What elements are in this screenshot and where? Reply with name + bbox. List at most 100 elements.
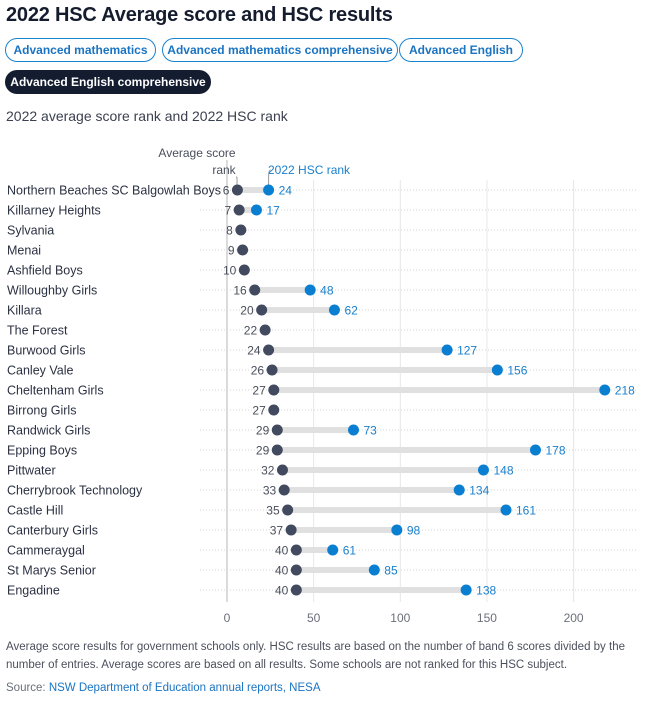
hsc-rank-dot[interactable] [441,344,453,356]
hsc-rank-dot[interactable] [599,384,611,396]
source-line: Source: NSW Department of Education annu… [6,682,321,694]
avg-rank-dot[interactable] [249,284,261,296]
hsc-rank-dot[interactable] [327,544,339,556]
hsc-rank-dot[interactable] [460,584,472,596]
avg-rank-label: 33 [263,484,277,498]
hsc-rank-dot[interactable] [391,524,403,536]
tab-advanced-english-comprehensive[interactable]: Advanced English comprehensive [5,70,211,94]
hsc-rank-label: 17 [266,204,280,218]
avg-rank-label: 40 [275,544,289,558]
school-label: Cammeraygal [7,544,85,558]
school-label: Sylvania [7,224,54,238]
hsc-rank-dot[interactable] [263,184,275,196]
avg-rank-label: 6 [223,184,230,198]
avg-rank-dot[interactable] [268,384,280,396]
x-tick-label: 150 [477,611,497,625]
chart-title: 2022 average score rank and 2022 HSC ran… [6,108,288,124]
hsc-rank-dot[interactable] [491,364,503,376]
hsc-rank-label: 138 [476,584,496,598]
hsc-rank-label: 218 [615,384,635,398]
school-label: Killara [7,304,42,318]
avg-rank-dot[interactable] [256,304,268,316]
hsc-rank-label: 148 [493,464,513,478]
school-label: Canterbury Girls [7,524,98,538]
avg-rank-dot[interactable] [231,184,243,196]
avg-rank-dot[interactable] [268,404,280,416]
school-label: Birrong Girls [7,404,76,418]
tab-advanced-mathematics-comprehensive[interactable]: Advanced mathematics comprehensive [162,38,398,62]
hsc-rank-dot[interactable] [304,284,316,296]
school-label: St Marys Senior [7,564,96,578]
dumbbell-chart: 0 50 100 150 200 Average score rank 2022 HSC ra… [7,146,636,625]
avg-rank-label: 32 [261,464,275,478]
school-label: Northern Beaches SC Balgowlah Boys [7,184,221,198]
avg-rank-label: 16 [233,284,247,298]
avg-rank-label: 26 [251,364,265,378]
hsc-rank-label: 73 [364,424,378,438]
x-tick-label: 0 [224,611,231,625]
avg-rank-label: 35 [266,504,280,518]
avg-rank-dot[interactable] [238,264,250,276]
avg-rank-dot[interactable] [290,544,302,556]
avg-rank-label: 29 [256,424,270,438]
avg-rank-dot[interactable] [235,224,247,236]
avg-rank-dot[interactable] [276,464,288,476]
x-tick-label: 100 [390,611,410,625]
hsc-rank-label: 161 [516,504,536,518]
hsc-rank-label: 178 [545,444,565,458]
hsc-rank-dot[interactable] [453,484,465,496]
avg-rank-dot[interactable] [266,364,278,376]
avg-rank-dot[interactable] [271,444,283,456]
avg-rank-dot[interactable] [259,324,271,336]
school-label: Castle Hill [7,504,63,518]
school-label: Pittwater [7,464,56,478]
hsc-rank-label: 62 [344,304,358,318]
chart-footnote: Average score results for government sch… [6,641,625,671]
school-label: Willoughby Girls [7,284,97,298]
school-label: The Forest [7,324,68,338]
hsc-rank-dot[interactable] [529,444,541,456]
avg-rank-label: 20 [240,304,254,318]
avg-rank-label: 7 [224,204,231,218]
avg-rank-dot[interactable] [271,424,283,436]
avg-rank-dot[interactable] [290,564,302,576]
avg-rank-label: 24 [247,344,261,358]
tab-advanced-mathematics[interactable]: Advanced mathematics [5,38,156,62]
avg-rank-label: 27 [252,384,266,398]
x-tick-label: 200 [564,611,584,625]
avg-rank-dot[interactable] [285,524,297,536]
school-label: Cheltenham Girls [7,384,104,398]
hsc-rank-dot[interactable] [368,564,380,576]
avg-rank-dot[interactable] [237,244,249,256]
avg-rank-dot[interactable] [282,504,294,516]
school-label: Randwick Girls [7,424,90,438]
hsc-rank-label: 127 [457,344,477,358]
avg-rank-label: 22 [244,324,258,338]
hsc-rank-dot[interactable] [328,304,340,316]
legend-avg-label-line2: rank [212,163,236,177]
avg-rank-dot[interactable] [263,344,275,356]
avg-rank-dot[interactable] [278,484,290,496]
source-link[interactable]: NSW Department of Education annual repor… [48,682,321,694]
avg-rank-dot[interactable] [290,584,302,596]
avg-rank-label: 37 [270,524,284,538]
hsc-rank-dot[interactable] [477,464,489,476]
school-label: Engadine [7,584,60,598]
hsc-rank-dot[interactable] [500,504,512,516]
school-label: Menai [7,244,41,258]
hsc-rank-label: 156 [507,364,527,378]
hsc-rank-label: 85 [384,564,398,578]
source-prefix: Source: [6,682,49,694]
hsc-rank-label: 134 [469,484,489,498]
x-tick-label: 50 [307,611,321,625]
hsc-rank-label: 24 [279,184,293,198]
hsc-rank-dot[interactable] [250,204,262,216]
avg-rank-dot[interactable] [233,204,245,216]
hsc-rank-label: 98 [407,524,421,538]
school-label: Epping Boys [7,444,77,458]
hsc-rank-dot[interactable] [348,424,360,436]
legend-hsc-label: 2022 HSC rank [268,163,351,177]
school-label: Ashfield Boys [7,264,83,278]
page-title: 2022 HSC Average score and HSC results [6,4,393,26]
tab-advanced-english[interactable]: Advanced English [399,38,523,62]
